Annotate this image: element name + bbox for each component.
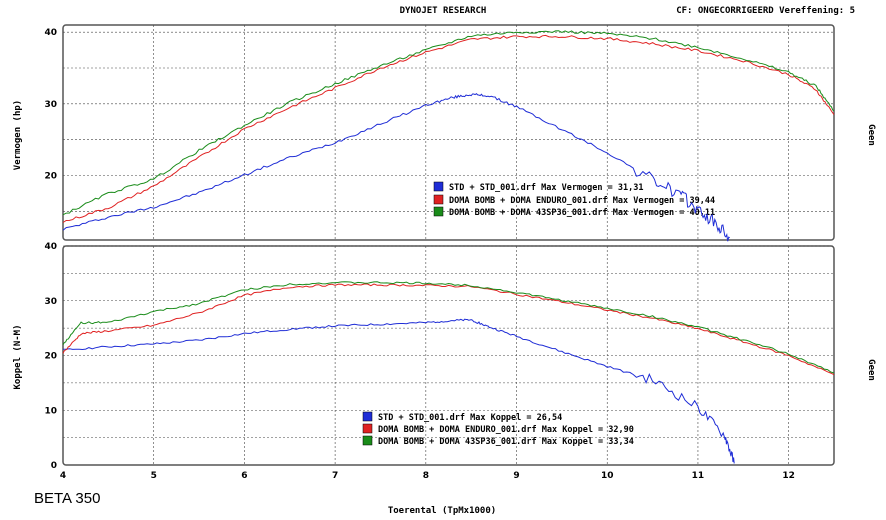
header-center: DYNOJET RESEARCH: [400, 6, 487, 16]
panel-1-ytick-20: 20: [44, 352, 57, 362]
panel-1-series-blue: [62, 318, 735, 464]
header-right: CF: ONGECORRIGEERD Vereffening: 5: [676, 5, 855, 16]
power-legend-green: DOMA BOMB + DOMA 43SP36_001.drf Max Verm…: [449, 208, 715, 218]
panel-1-legend-swatch-blue: [362, 411, 373, 422]
power-legend-red: DOMA BOMB + DOMA ENDURO_001.drf Max Verm…: [449, 196, 715, 206]
panel-0-legend-swatch-green: [433, 206, 444, 217]
panel-1-ytick-40: 40: [44, 242, 57, 252]
panel-0-ytick-30: 30: [44, 100, 57, 110]
panel-1-ytick-10: 10: [44, 406, 57, 416]
xtick-6: 6: [241, 471, 247, 481]
panel-1-series-green: [62, 281, 835, 374]
panel-0-legend-swatch-red: [433, 194, 444, 205]
panel-1-frame: [62, 245, 835, 466]
panel-1-ytick-0: 0: [51, 461, 57, 471]
torque-legend-red: DOMA BOMB + DOMA ENDURO_001.drf Max Kopp…: [378, 425, 634, 435]
power-panel: Vermogen (hp) Geen STD + STD_001.drf Max…: [13, 24, 876, 242]
xtick-5: 5: [151, 471, 157, 481]
torque-legend: STD + STD_001.drf Max Koppel = 26,54 DOM…: [362, 411, 634, 447]
panel-1-series-red: [62, 283, 835, 376]
panel-1-legend-swatch-green: [362, 435, 373, 446]
xtick-8: 8: [423, 471, 429, 481]
panel-0-series-green: [62, 30, 835, 216]
xtick-12: 12: [782, 471, 795, 481]
panel-0-series-red: [62, 34, 835, 223]
xtick-4: 4: [60, 471, 66, 481]
x-axis-label: Toerental (TpMx1000): [388, 506, 496, 516]
panel-0-legend-swatch-blue: [433, 181, 444, 192]
panel-1-legend-swatch-red: [362, 423, 373, 434]
power-legend-blue: STD + STD_001.drf Max Vermogen = 31,31: [449, 183, 643, 193]
torque-panel: Koppel (N-M) Geen Toerental (TpMx1000) S…: [13, 242, 876, 516]
panel-0-ytick-20: 20: [44, 172, 57, 182]
torque-ylabel: Koppel (N-M): [13, 324, 23, 389]
panel-0-border: [62, 24, 835, 241]
torque-right-label: Geen: [866, 359, 876, 381]
power-right-label: Geen: [866, 124, 876, 146]
caption: BETA 350: [34, 490, 100, 507]
panel-0-series-blue: [62, 93, 730, 242]
panel-0-ytick-40: 40: [44, 28, 57, 38]
xtick-7: 7: [332, 471, 338, 481]
torque-legend-blue: STD + STD_001.drf Max Koppel = 26,54: [378, 413, 562, 423]
panel-1-ytick-30: 30: [44, 297, 57, 307]
xtick-10: 10: [601, 471, 614, 481]
xtick-9: 9: [513, 471, 519, 481]
torque-legend-green: DOMA BOMB + DOMA 43SP36_001.drf Max Kopp…: [378, 437, 634, 447]
power-legend: STD + STD_001.drf Max Vermogen = 31,31 D…: [433, 181, 715, 218]
power-ylabel: Vermogen (hp): [13, 100, 23, 170]
panel-0-frame: [62, 24, 835, 241]
xtick-11: 11: [692, 471, 705, 481]
